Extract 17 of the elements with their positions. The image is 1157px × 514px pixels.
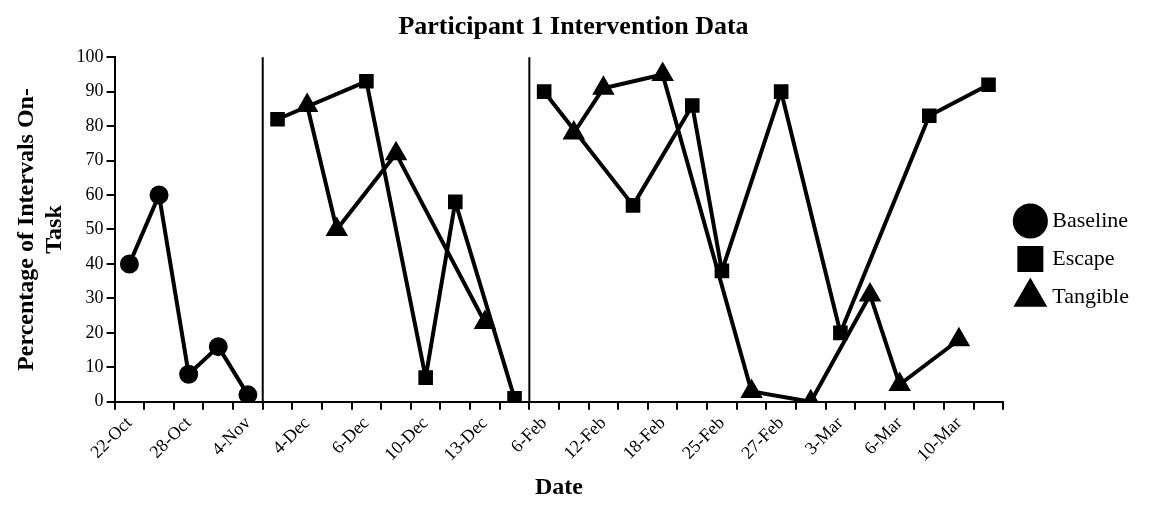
y-tick-label: 90 <box>85 80 104 101</box>
legend-label: Baseline <box>1052 206 1129 232</box>
y-tick-label: 60 <box>85 183 104 204</box>
y-tick-label: 80 <box>85 114 104 135</box>
legend-label: Tangible <box>1052 282 1129 308</box>
y-tick-label: 10 <box>85 356 104 377</box>
legend-label: Escape <box>1052 244 1115 270</box>
y-tick-label: 30 <box>85 287 104 308</box>
y-tick-label: 20 <box>85 321 104 342</box>
x-axis-title: Date <box>534 472 584 499</box>
y-tick-label: 70 <box>85 149 104 170</box>
chart-title: Participant 1 Intervention Data <box>398 11 749 41</box>
y-tick-label: 50 <box>85 218 104 239</box>
y-tick-label: 100 <box>76 45 104 66</box>
y-tick-label: 0 <box>94 390 104 411</box>
y-axis-title: Percentage of Intervals On-Task <box>11 88 67 371</box>
y-tick-label: 40 <box>85 252 104 273</box>
